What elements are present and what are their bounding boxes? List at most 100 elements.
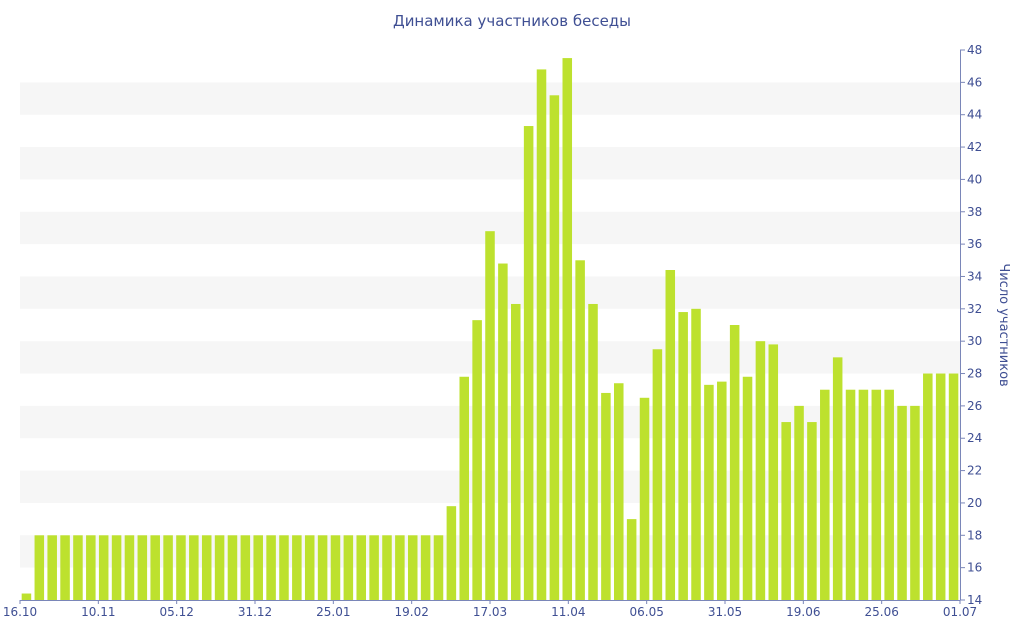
y-tick-label: 42 xyxy=(967,140,982,154)
bar[interactable] xyxy=(704,384,714,600)
bar[interactable] xyxy=(601,392,611,600)
bar[interactable] xyxy=(948,373,959,600)
bar[interactable] xyxy=(639,397,650,600)
x-tick-label: 06.05 xyxy=(629,605,663,619)
bar[interactable] xyxy=(485,231,495,600)
bar[interactable] xyxy=(626,519,637,600)
bar[interactable] xyxy=(742,376,753,600)
bar[interactable] xyxy=(73,535,83,600)
x-tick-label: 25.06 xyxy=(864,605,898,619)
y-tick-label: 26 xyxy=(967,399,982,413)
bar[interactable] xyxy=(575,260,585,600)
bar[interactable] xyxy=(897,405,907,600)
y-tick-label: 18 xyxy=(967,528,982,542)
y-tick-label: 40 xyxy=(967,172,982,186)
y-tick-label: 34 xyxy=(967,269,982,283)
grid-band xyxy=(20,147,960,180)
bar[interactable] xyxy=(163,535,173,600)
bar[interactable] xyxy=(176,535,186,600)
x-tick-label: 01.07 xyxy=(943,605,977,619)
chart-title: Динамика участников беседы xyxy=(392,12,632,30)
bar[interactable] xyxy=(304,535,315,600)
bar[interactable] xyxy=(86,535,96,600)
bar[interactable] xyxy=(189,535,199,600)
bar[interactable] xyxy=(652,349,663,600)
bar[interactable] xyxy=(691,308,701,600)
bar[interactable] xyxy=(923,373,933,600)
bar[interactable] xyxy=(858,389,869,600)
x-tick-label: 25.01 xyxy=(316,605,350,619)
x-tick-label: 05.12 xyxy=(159,605,193,619)
bar[interactable] xyxy=(21,593,32,600)
bar[interactable] xyxy=(807,422,817,600)
y-axis-title: Число участников xyxy=(996,263,1011,386)
bar[interactable] xyxy=(201,535,212,600)
bar[interactable] xyxy=(871,389,882,600)
y-tick-label: 32 xyxy=(967,302,982,316)
bar[interactable] xyxy=(279,535,289,600)
bar[interactable] xyxy=(382,535,392,600)
y-tick-label: 48 xyxy=(967,43,982,57)
bar[interactable] xyxy=(420,535,431,600)
bar[interactable] xyxy=(47,535,57,600)
bar[interactable] xyxy=(755,341,766,600)
bar[interactable] xyxy=(98,535,109,600)
bar[interactable] xyxy=(549,95,560,600)
bar[interactable] xyxy=(665,270,676,600)
grid-band xyxy=(20,82,960,115)
bar[interactable] xyxy=(845,389,856,600)
x-tick-label: 17.03 xyxy=(473,605,507,619)
bar[interactable] xyxy=(446,506,457,600)
bar[interactable] xyxy=(253,535,263,600)
bar[interactable] xyxy=(588,303,598,600)
bar[interactable] xyxy=(343,535,354,600)
bar[interactable] xyxy=(832,357,843,600)
bar[interactable] xyxy=(717,381,727,600)
bar[interactable] xyxy=(240,535,251,600)
bar[interactable] xyxy=(935,373,946,600)
bar[interactable] xyxy=(34,535,45,600)
bar[interactable] xyxy=(820,389,830,600)
bar[interactable] xyxy=(317,535,328,600)
bar[interactable] xyxy=(794,405,804,600)
bar[interactable] xyxy=(356,535,366,600)
y-tick-label: 24 xyxy=(967,431,982,445)
bar[interactable] xyxy=(266,535,276,600)
x-tick-label: 31.05 xyxy=(708,605,742,619)
bar[interactable] xyxy=(729,325,740,600)
bar[interactable] xyxy=(369,535,379,600)
bar[interactable] xyxy=(330,535,341,600)
bar[interactable] xyxy=(459,376,470,600)
bar[interactable] xyxy=(781,422,791,600)
bar[interactable] xyxy=(60,535,70,600)
bar[interactable] xyxy=(678,312,688,600)
bar[interactable] xyxy=(227,535,238,600)
bar[interactable] xyxy=(395,535,405,600)
y-tick-label: 28 xyxy=(967,367,982,381)
bar[interactable] xyxy=(124,535,135,600)
bar[interactable] xyxy=(523,126,534,600)
bar[interactable] xyxy=(407,535,418,600)
bar[interactable] xyxy=(614,383,624,600)
bar[interactable] xyxy=(562,58,573,600)
bar[interactable] xyxy=(768,344,779,600)
bar[interactable] xyxy=(137,535,148,600)
bar[interactable] xyxy=(884,389,894,600)
bar[interactable] xyxy=(433,535,444,600)
y-tick-label: 36 xyxy=(967,237,982,251)
bar[interactable] xyxy=(150,535,160,600)
bar[interactable] xyxy=(214,535,225,600)
x-tick-label: 10.11 xyxy=(81,605,115,619)
bar[interactable] xyxy=(510,303,521,600)
bar[interactable] xyxy=(472,320,482,600)
bar[interactable] xyxy=(111,535,122,600)
y-tick-label: 38 xyxy=(967,205,982,219)
bar[interactable] xyxy=(292,535,302,600)
x-tick-label: 31.12 xyxy=(238,605,272,619)
bar[interactable] xyxy=(498,263,508,600)
y-tick-label: 14 xyxy=(967,593,982,607)
bar[interactable] xyxy=(536,69,547,600)
bar[interactable] xyxy=(910,405,920,600)
